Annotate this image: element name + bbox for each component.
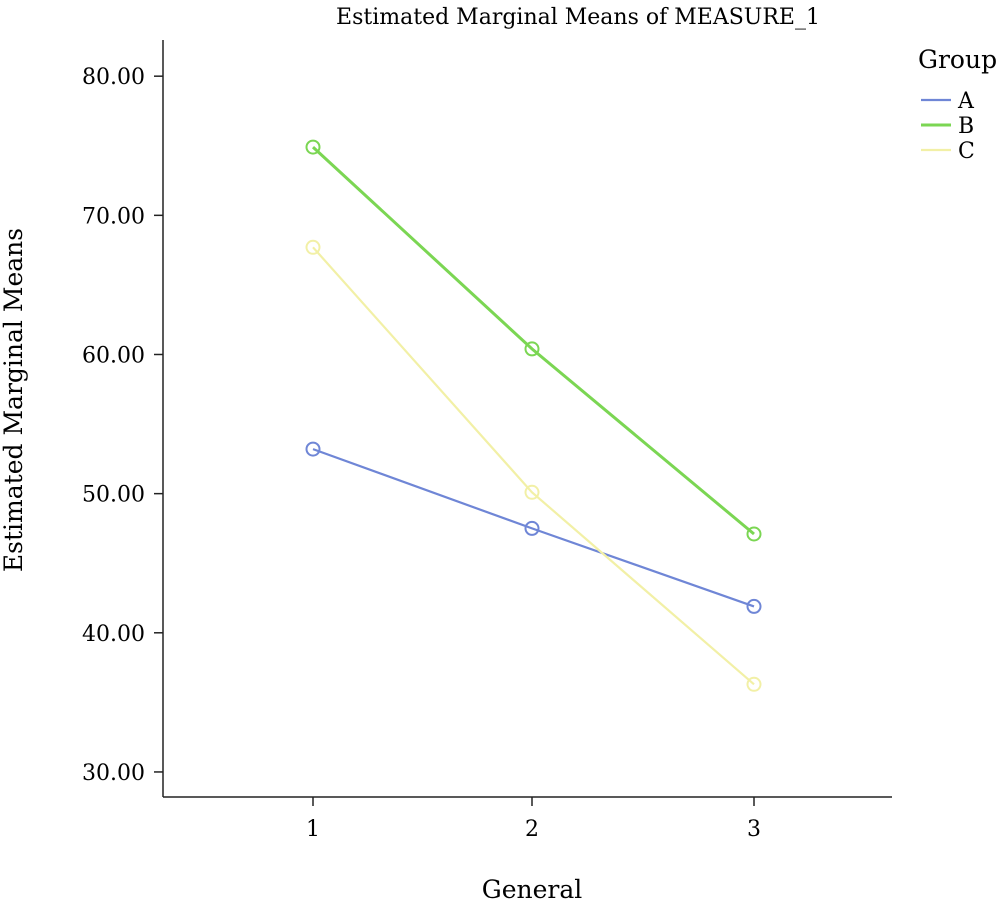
x-tick-label: 3 [747, 817, 761, 842]
series-line-c [312, 246, 755, 686]
data-point-c [746, 676, 762, 692]
series-line-a [312, 448, 755, 608]
y-tick-label: 60.00 [82, 343, 145, 368]
data-point-b [305, 139, 321, 155]
data-point-c [524, 484, 540, 500]
series-points [305, 139, 762, 692]
y-tick-label: 80.00 [82, 65, 145, 90]
series-lines [311, 145, 755, 686]
data-point-a [746, 598, 762, 614]
legend-items: ABC [921, 89, 975, 164]
legend-label-b: B [958, 114, 974, 139]
y-tick-label: 40.00 [82, 622, 145, 647]
y-tick-label: 50.00 [82, 483, 145, 508]
legend: Group ABC [918, 45, 997, 164]
data-point-a [524, 520, 540, 536]
data-point-a [305, 441, 321, 457]
y-tick-label: 70.00 [82, 204, 145, 229]
y-axis-title: Estimated Marginal Means [0, 228, 28, 572]
x-tick-label: 1 [306, 817, 320, 842]
data-point-b [524, 341, 540, 357]
legend-label-a: A [957, 89, 975, 114]
data-point-c [305, 239, 321, 255]
legend-label-c: C [958, 139, 975, 164]
x-axis-ticks: 1 2 3 [306, 797, 761, 842]
x-tick-label: 2 [525, 817, 539, 842]
x-axis-title: General [482, 875, 583, 904]
data-point-b [746, 526, 762, 542]
y-axis-ticks: 30.00 40.00 50.00 60.00 70.00 80.00 [82, 65, 163, 786]
chart-title: Estimated Marginal Means of MEASURE_1 [336, 5, 820, 30]
legend-title: Group [918, 45, 997, 74]
series-line-b [311, 145, 755, 536]
y-tick-label: 30.00 [82, 761, 145, 786]
